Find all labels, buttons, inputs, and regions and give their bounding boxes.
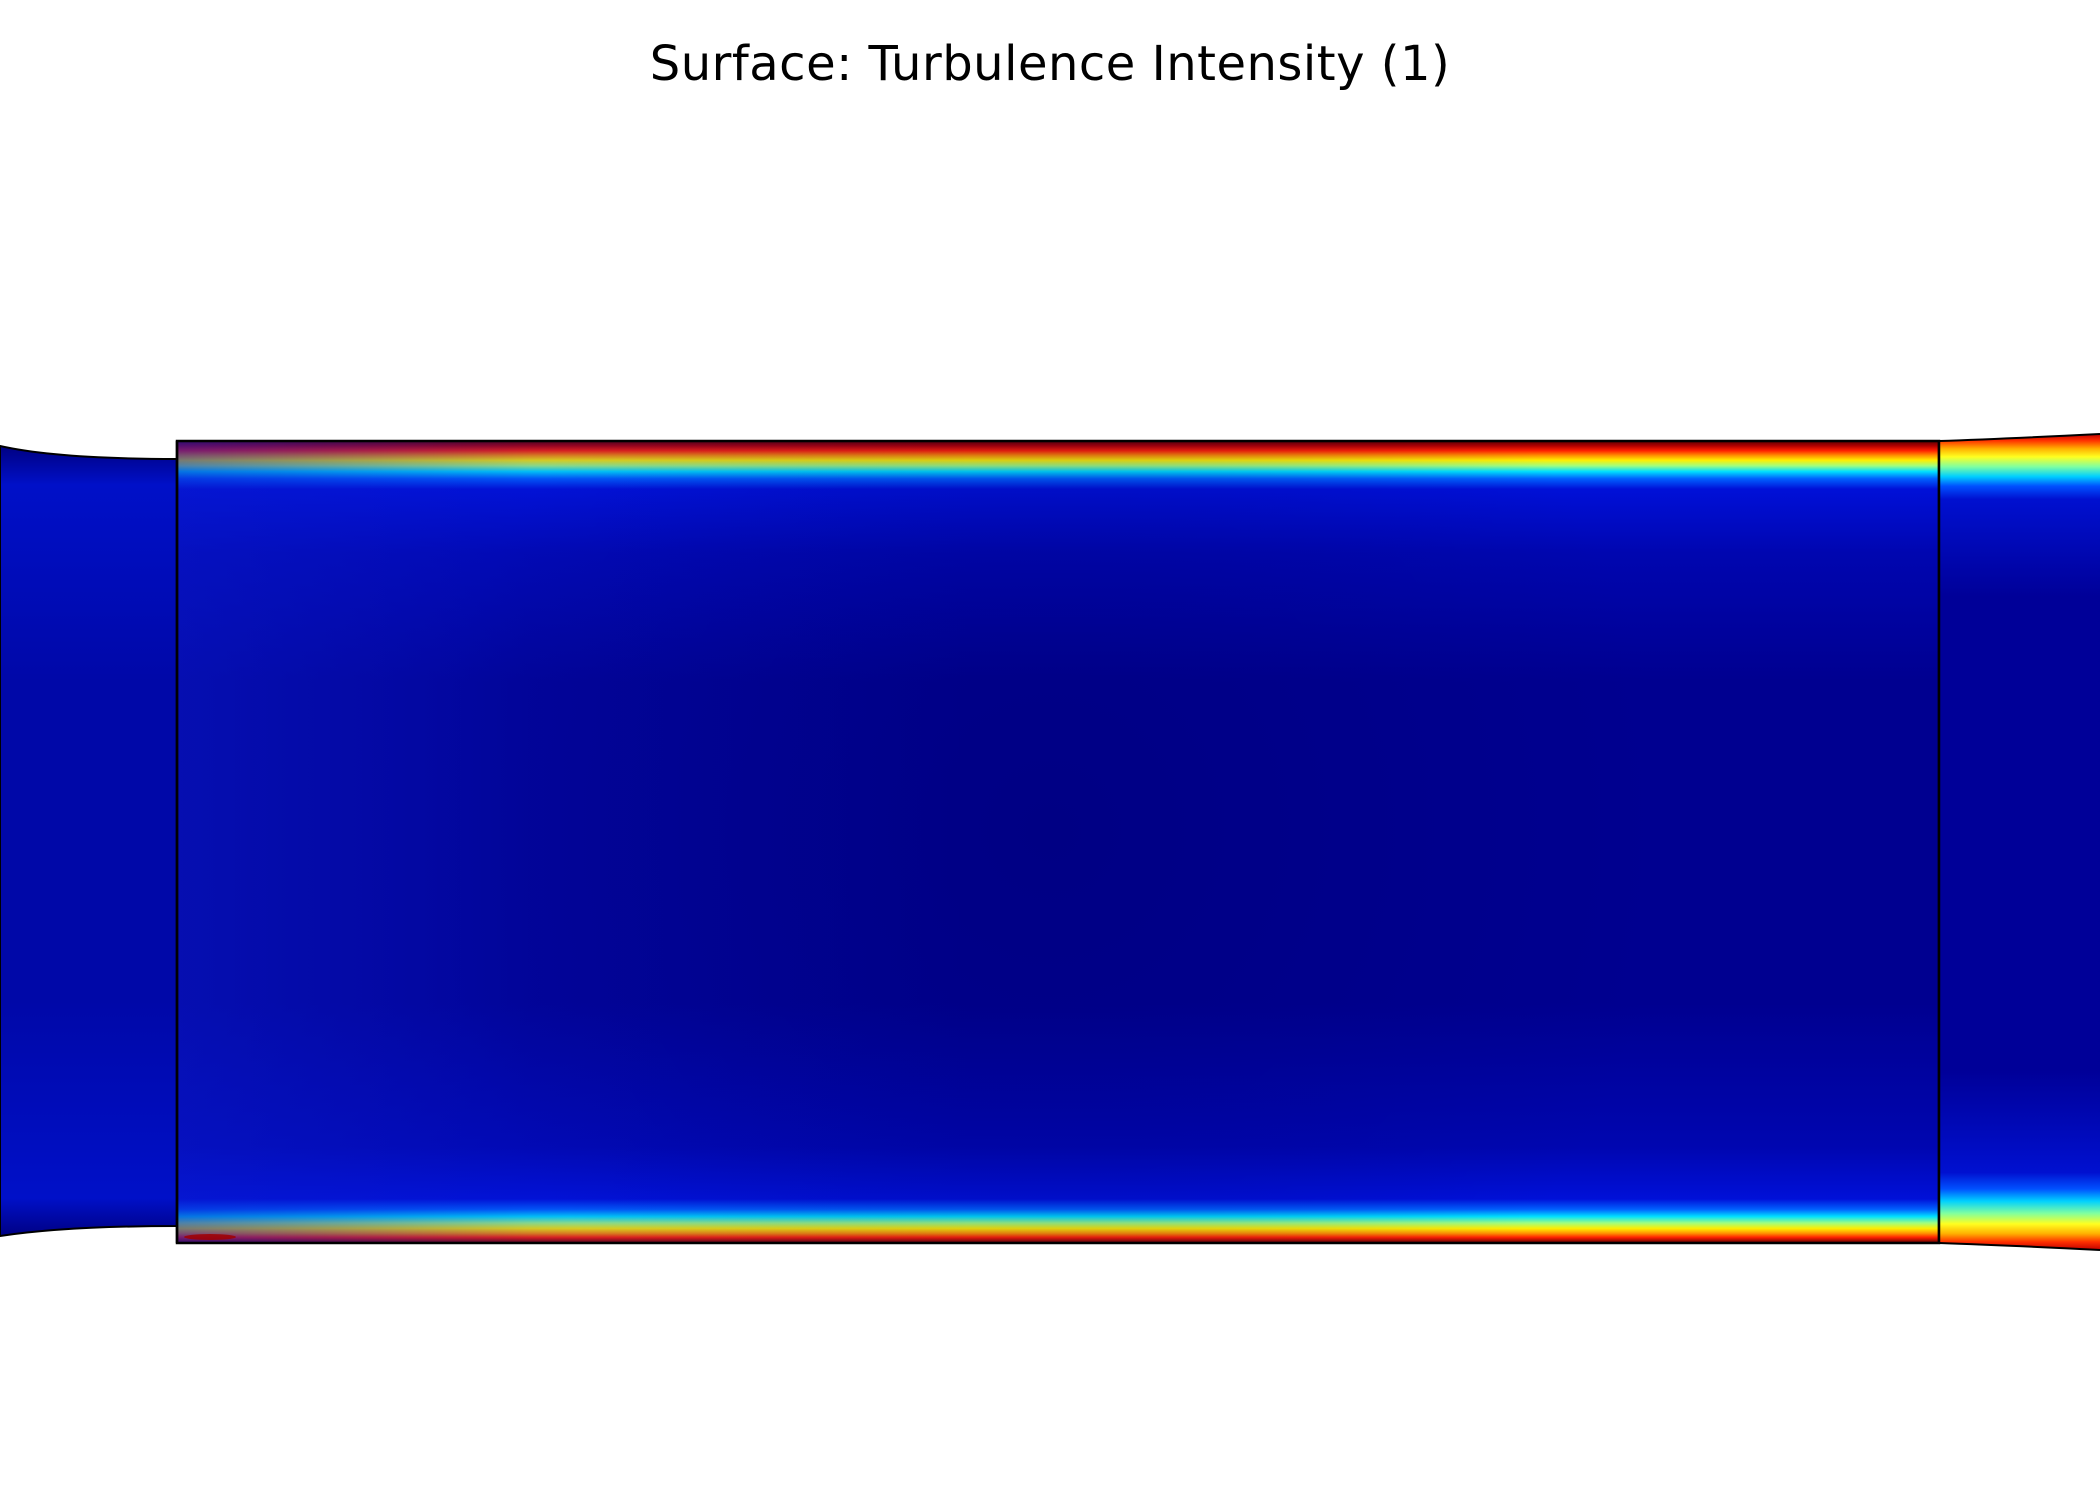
outlet-wall-top [1938, 433, 2100, 442]
outlet-region [1939, 434, 2100, 1250]
main-channel [177, 441, 1939, 1243]
corner-separation-spot [184, 1234, 236, 1240]
inlet-region [0, 444, 178, 1238]
outlet-wall-bottom [1938, 1242, 2100, 1251]
plot-title: Surface: Turbulence Intensity (1) [649, 36, 1451, 92]
